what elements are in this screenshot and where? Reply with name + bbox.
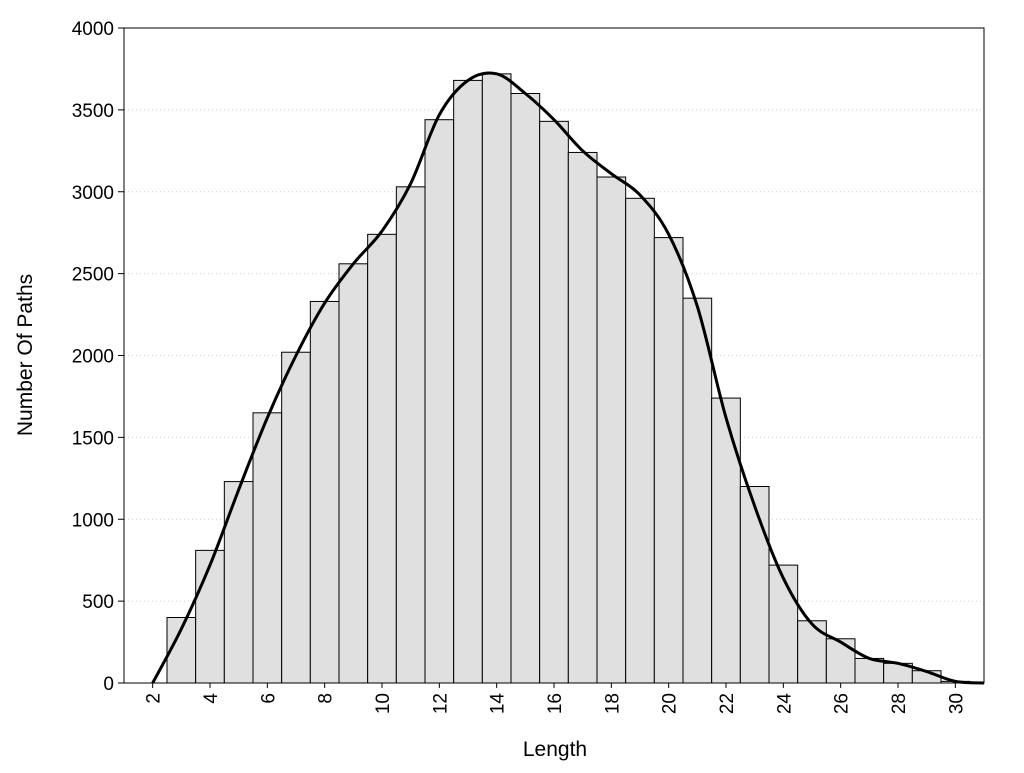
x-tick-label: 6 xyxy=(258,693,279,704)
bar xyxy=(223,481,254,684)
bar xyxy=(596,176,627,684)
bar xyxy=(653,237,684,684)
y-tick-label: 1500 xyxy=(72,428,114,449)
x-tick-label: 8 xyxy=(316,693,337,704)
x-tick-label: 12 xyxy=(430,693,451,714)
bar xyxy=(739,486,770,684)
x-tick-label: 2 xyxy=(144,693,165,704)
x-tick-label: 14 xyxy=(488,693,509,715)
bar xyxy=(567,151,598,684)
y-tick-label: 2500 xyxy=(72,265,114,286)
x-tick-label: 30 xyxy=(946,693,967,714)
bar xyxy=(825,638,856,684)
bar xyxy=(395,186,426,684)
y-tick-label: 500 xyxy=(82,592,114,613)
bar xyxy=(682,297,713,684)
x-tick-label: 20 xyxy=(660,693,681,714)
bar xyxy=(625,197,655,684)
y-tick-label: 3500 xyxy=(72,101,114,122)
x-tick-label: 4 xyxy=(201,693,222,704)
y-tick-label: 3000 xyxy=(72,183,114,204)
bar xyxy=(424,119,455,684)
x-tick-label: 16 xyxy=(545,693,566,714)
y-axis-title: Number Of Paths xyxy=(14,274,37,436)
bar xyxy=(539,120,569,684)
plot-frame xyxy=(123,27,985,684)
bar xyxy=(711,397,741,684)
x-tick-label: 26 xyxy=(832,693,853,714)
x-tick-label: 24 xyxy=(774,693,795,715)
y-tick-label: 0 xyxy=(103,674,114,695)
y-tick-label: 2000 xyxy=(72,347,114,368)
bar xyxy=(252,412,283,684)
x-tick-label: 18 xyxy=(602,693,623,714)
bar xyxy=(281,351,311,684)
bar xyxy=(338,263,369,684)
x-tick-label: 22 xyxy=(717,693,738,714)
y-tick-label: 1000 xyxy=(72,510,114,531)
bar xyxy=(309,300,340,684)
bar xyxy=(510,93,541,684)
x-axis-title: Length xyxy=(523,738,587,761)
bar xyxy=(367,233,397,684)
bar xyxy=(768,564,799,684)
x-tick-label: 10 xyxy=(373,693,394,714)
bar xyxy=(797,620,827,684)
y-tick-label: 4000 xyxy=(72,19,114,40)
x-tick-label: 28 xyxy=(889,693,910,714)
bar xyxy=(481,73,512,684)
density-line xyxy=(151,71,985,685)
bar xyxy=(195,549,225,684)
bar xyxy=(453,79,483,684)
